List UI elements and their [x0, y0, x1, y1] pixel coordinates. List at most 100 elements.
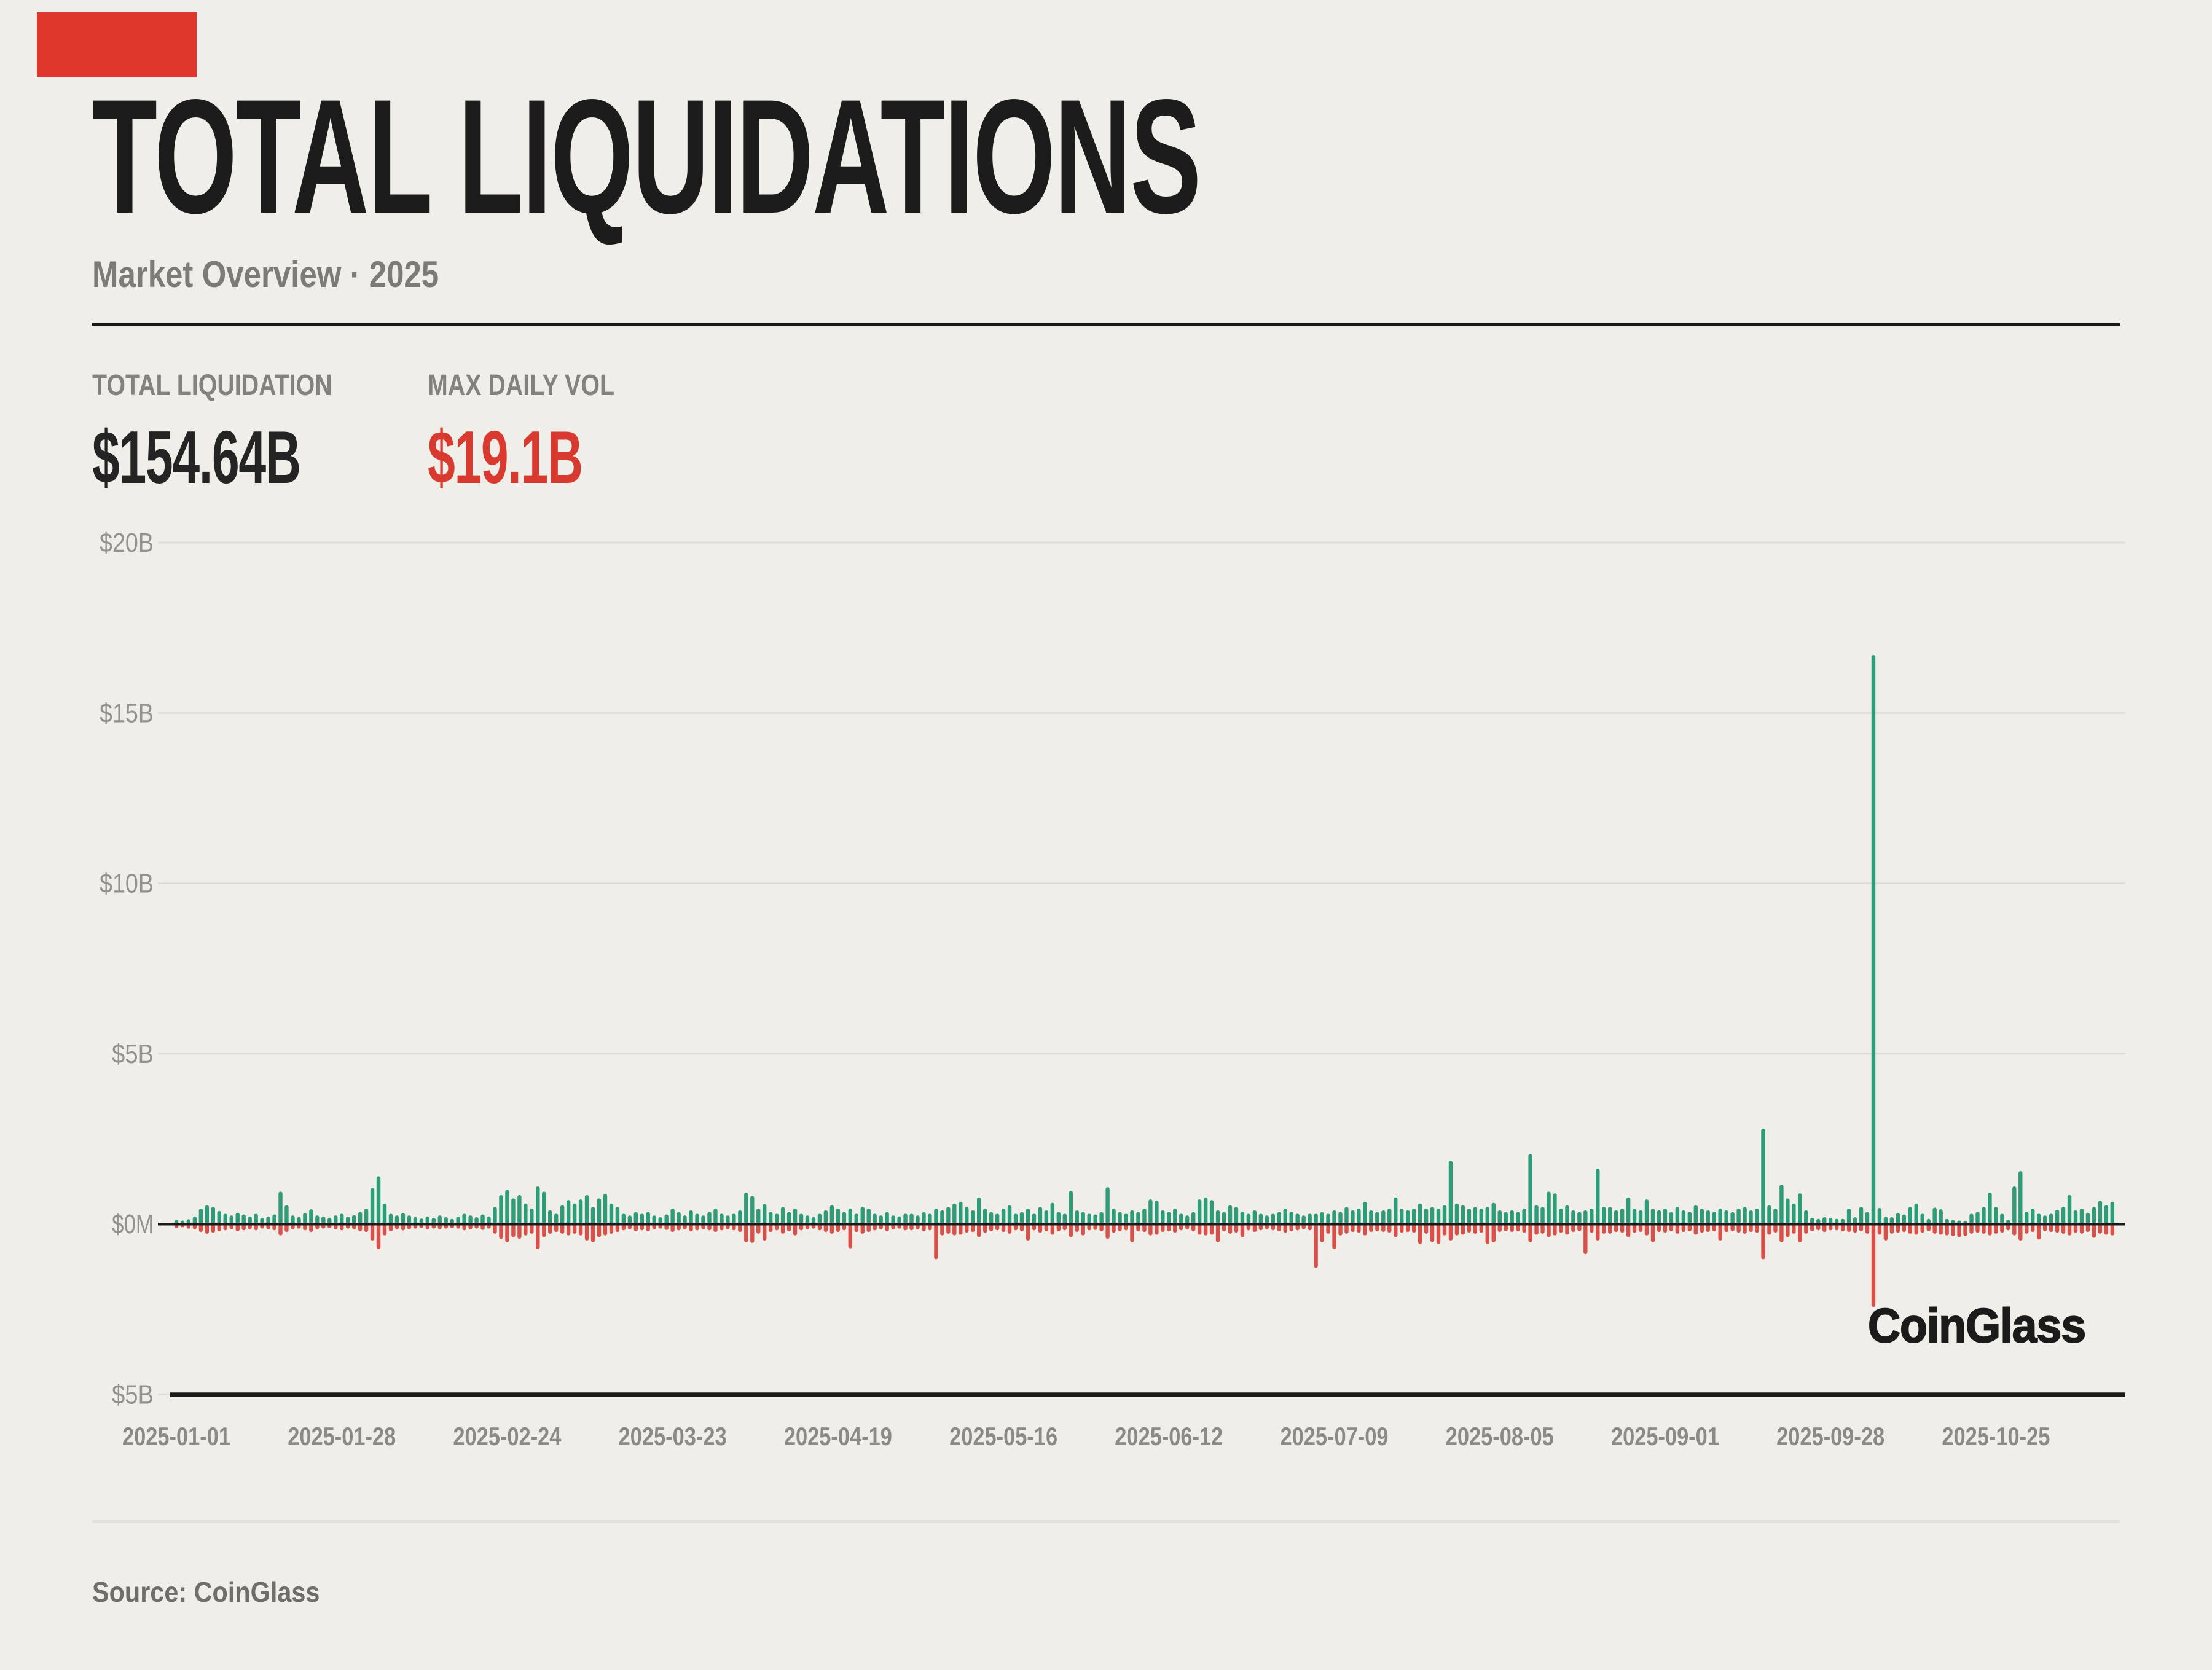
- bar-short: [1908, 1223, 1912, 1234]
- bar-short: [1590, 1223, 1594, 1233]
- bar-long: [744, 1192, 748, 1226]
- bar-long: [198, 1209, 203, 1226]
- bar-short: [848, 1223, 853, 1249]
- bar-short: [1583, 1223, 1588, 1255]
- bar-long: [1363, 1201, 1367, 1226]
- bar-short: [2018, 1223, 2023, 1241]
- bar-long: [1155, 1201, 1159, 1226]
- bar-long: [278, 1191, 283, 1226]
- stat-label: TOTAL LIQUIDATION: [92, 369, 332, 402]
- bar-long: [1693, 1205, 1698, 1226]
- bar-short: [1497, 1223, 1502, 1233]
- bar-long: [1424, 1209, 1429, 1226]
- bar-short: [382, 1223, 387, 1236]
- stat-total-liquidation: TOTAL LIQUIDATION $154.64B: [92, 369, 385, 495]
- x-axis-tick-label: 2025-10-25: [1942, 1422, 2050, 1451]
- bar-long: [1209, 1200, 1214, 1226]
- bar-long: [1038, 1207, 1043, 1226]
- bar-short: [1902, 1223, 1907, 1233]
- bar-long: [572, 1203, 577, 1226]
- bar-short: [1363, 1223, 1367, 1236]
- bar-short: [1424, 1223, 1429, 1234]
- top-divider: [92, 323, 2120, 326]
- bar-long: [1338, 1212, 1343, 1226]
- bar-short: [1877, 1223, 1882, 1235]
- bar-long: [1730, 1212, 1735, 1226]
- y-axis-tick-label: $5B: [112, 1379, 154, 1409]
- bar-long: [560, 1205, 565, 1226]
- bar-long: [1191, 1212, 1196, 1226]
- bar-long: [1332, 1210, 1336, 1226]
- bar-long: [1743, 1207, 1747, 1226]
- bar-short: [1988, 1223, 1992, 1236]
- bar-long: [382, 1203, 387, 1226]
- bar-short: [738, 1223, 742, 1233]
- bar-long: [830, 1205, 834, 1226]
- bar-short: [1761, 1223, 1765, 1260]
- bar-long: [1381, 1210, 1386, 1226]
- bar-short: [2073, 1223, 2078, 1233]
- stat-value: $154.64B: [92, 415, 301, 499]
- bar-short: [1700, 1223, 1704, 1233]
- bar-short: [2085, 1223, 2090, 1233]
- bar-long: [1779, 1185, 1784, 1226]
- bar-short: [1559, 1223, 1563, 1233]
- bar-short: [211, 1223, 216, 1233]
- bar-long: [517, 1194, 522, 1226]
- bar-long: [1632, 1209, 1637, 1226]
- x-axis-tick-label: 2025-07-09: [1281, 1422, 1389, 1451]
- bar-short: [524, 1223, 528, 1236]
- bar-long: [493, 1207, 497, 1226]
- bar-long: [1375, 1212, 1379, 1226]
- bar-short: [823, 1223, 828, 1233]
- bar-short: [2036, 1223, 2041, 1240]
- bar-long: [1473, 1207, 1478, 1226]
- bar-short: [965, 1223, 969, 1233]
- bar-short: [2092, 1223, 2096, 1238]
- bar-long: [1767, 1205, 1771, 1226]
- source-note: Source: CoinGlass: [92, 1576, 320, 1608]
- stat-max-daily-vol: MAX DAILY VOL $19.1B: [428, 369, 656, 495]
- bar-short: [1240, 1223, 1245, 1237]
- bar-short: [1724, 1223, 1728, 1233]
- bar-short: [744, 1223, 748, 1242]
- bar-short: [1252, 1223, 1257, 1233]
- bar-short: [1155, 1223, 1159, 1235]
- bar-long: [1681, 1210, 1686, 1226]
- bar-short: [1553, 1223, 1557, 1236]
- bar-short: [1626, 1223, 1631, 1237]
- bar-long: [1522, 1209, 1526, 1226]
- bar-short: [952, 1223, 957, 1236]
- bar-short: [1871, 1223, 1876, 1307]
- x-axis-tick-label: 2025-06-12: [1115, 1422, 1223, 1451]
- bar-long: [780, 1207, 785, 1226]
- bar-short: [1939, 1223, 1943, 1235]
- gridline: [158, 712, 2125, 714]
- bar-long: [1663, 1209, 1668, 1226]
- bar-long: [1596, 1169, 1600, 1226]
- bar-long: [1583, 1210, 1588, 1226]
- bar-short: [1602, 1223, 1606, 1234]
- bar-long: [756, 1209, 761, 1226]
- bar-short: [1706, 1223, 1710, 1233]
- bar-short: [1657, 1223, 1661, 1233]
- bar-long: [609, 1203, 614, 1226]
- bar-long: [2067, 1194, 2072, 1226]
- bar-long: [2012, 1186, 2017, 1226]
- x-axis-tick-label: 2025-09-28: [1776, 1422, 1885, 1451]
- bar-long: [1479, 1209, 1484, 1226]
- bar-short: [1338, 1223, 1343, 1236]
- bar-short: [499, 1223, 503, 1239]
- bar-short: [370, 1223, 375, 1241]
- bar-long: [1504, 1212, 1508, 1226]
- bar-long: [1142, 1209, 1147, 1226]
- bar-short: [1203, 1223, 1208, 1236]
- bar-short: [1883, 1223, 1888, 1241]
- bar-long: [1975, 1212, 1980, 1226]
- bar-long: [1497, 1210, 1502, 1226]
- bar-long: [309, 1209, 313, 1226]
- gridline: [158, 1053, 2125, 1055]
- bar-short: [542, 1223, 546, 1237]
- bar-long: [1173, 1209, 1177, 1226]
